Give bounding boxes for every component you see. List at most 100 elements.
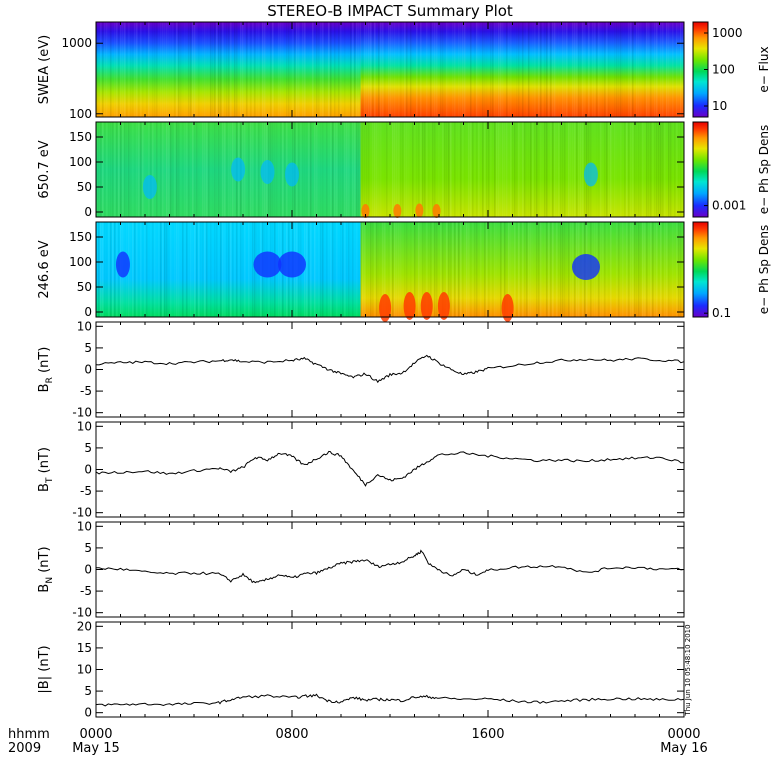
series-line [95,450,685,487]
texture-streak [646,122,648,217]
texture-streak [196,122,198,217]
texture-streak [594,22,596,117]
texture-streak [514,122,516,217]
texture-streak [402,22,404,117]
texture-streak [312,22,314,117]
texture-streak [470,22,472,117]
texture-streak [352,22,354,117]
texture-streak [164,22,166,117]
texture-streak [474,222,476,317]
texture-streak [298,22,300,117]
colorbar [692,221,709,318]
texture-streak [318,122,320,217]
texture-streak [416,222,418,317]
heatmap-texture [96,22,684,117]
texture-streak [338,122,340,217]
texture-streak [186,22,188,117]
texture-streak [536,22,538,117]
texture-streak [676,122,678,217]
texture-streak [372,22,374,117]
heatmap-blob [115,251,130,278]
texture-streak [308,222,310,317]
x-tick-date-label: May 16 [660,741,708,756]
texture-streak [472,122,474,217]
texture-streak [608,122,610,217]
texture-streak [640,222,642,317]
texture-streak [534,222,536,317]
heatmap-blob [583,162,598,187]
texture-streak [284,22,286,117]
texture-streak [138,22,140,117]
texture-streak [142,122,144,217]
texture-streak [364,22,366,117]
texture-streak [344,222,346,317]
texture-streak [150,22,152,117]
texture-streak [674,122,676,217]
texture-streak [672,122,674,217]
texture-streak [642,22,644,117]
texture-streak [564,222,566,317]
texture-streak [116,22,118,117]
texture-streak [450,122,452,217]
texture-streak [520,222,522,317]
texture-streak [344,122,346,217]
texture-streak [118,122,120,217]
texture-streak [418,122,420,217]
texture-streak [358,122,360,217]
texture-streak [610,122,612,217]
texture-streak [548,222,550,317]
texture-streak [532,222,534,317]
texture-streak [482,22,484,117]
texture-streak [328,22,330,117]
texture-streak [178,22,180,117]
texture-streak [222,222,224,317]
texture-streak [622,222,624,317]
texture-streak [398,222,400,317]
swea-spectrogram: 10 100 1000 e− Flux 100 1000 SWEA (eV) [37,21,771,121]
texture-streak [174,22,176,117]
y-tick-label: 100 [69,155,92,169]
texture-streak [104,122,106,217]
texture-streak [442,122,444,217]
texture-streak [586,22,588,117]
texture-streak [368,122,370,217]
texture-streak [324,22,326,117]
texture-streak [378,22,380,117]
texture-streak [546,122,548,217]
texture-streak [150,122,152,217]
texture-streak [448,222,450,317]
x-tick-label: 0000 [667,727,700,742]
texture-streak [340,222,342,317]
texture-streak [442,22,444,117]
texture-streak [236,222,238,317]
texture-streak [506,22,508,117]
texture-streak [460,222,462,317]
texture-streak [582,22,584,117]
texture-streak [504,222,506,317]
texture-streak [114,122,116,217]
texture-streak [546,222,548,317]
y-tick-label: 10 [77,519,92,533]
texture-streak [392,122,394,217]
texture-streak [422,122,424,217]
texture-streak [460,122,462,217]
texture-streak [474,22,476,117]
texture-streak [504,122,506,217]
texture-streak [198,222,200,317]
texture-streak [168,22,170,117]
texture-streak [530,122,532,217]
y-tick-label: 10 [77,319,92,333]
texture-streak [314,122,316,217]
texture-streak [466,222,468,317]
colorbar [692,121,709,218]
texture-streak [170,122,172,217]
texture-streak [408,22,410,117]
heatmap-blob [278,251,306,278]
texture-streak [672,222,674,317]
texture-streak [426,22,428,117]
texture-streak [458,22,460,117]
texture-streak [542,22,544,117]
texture-streak [162,22,164,117]
texture-streak [432,122,434,217]
texture-streak [516,22,518,117]
